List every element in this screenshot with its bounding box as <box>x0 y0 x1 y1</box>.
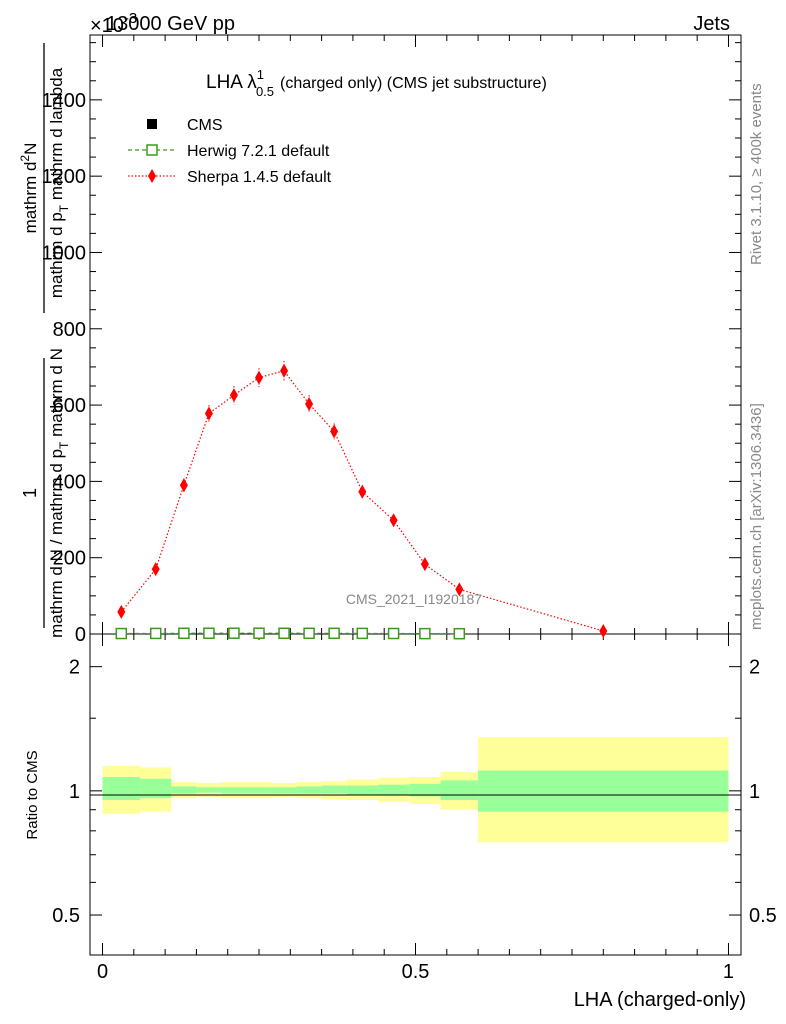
sherpa-point <box>305 396 314 411</box>
series-sherpa <box>117 360 608 638</box>
x-axis-label: LHA (charged-only) <box>574 989 746 1011</box>
ratio-inner-band <box>409 783 441 797</box>
ratio-inner-band <box>102 777 141 801</box>
y-tick-label: 400 <box>53 471 86 493</box>
analysis-watermark: CMS_2021_I1920187 <box>346 591 482 607</box>
ratio-inner-band <box>171 786 197 794</box>
x-tick-label: 0 <box>97 961 108 983</box>
sherpa-point <box>330 424 339 439</box>
ratio-bands <box>102 737 729 843</box>
sherpa-point <box>151 562 160 577</box>
ratio-tick-label-right: 1 <box>749 781 760 803</box>
x-ticks: 0 0.5 1 <box>97 35 734 983</box>
ratio-inner-band <box>321 785 347 794</box>
ratio-tick-label: 1 <box>69 781 80 803</box>
ratio-tick-label-right: 0.5 <box>749 905 777 927</box>
herwig-point <box>328 627 340 640</box>
herwig-point <box>278 627 290 639</box>
y-tick-label: 800 <box>53 319 86 341</box>
y-tick-label: 200 <box>53 548 86 570</box>
y-exponent: ×10-3 <box>90 10 137 37</box>
ratio-tick-label: 0.5 <box>52 905 80 927</box>
ratio-tick-label-right: 2 <box>749 657 760 679</box>
herwig-point <box>228 627 240 639</box>
y-axis-label: 1 mathrm d N / mathrm d pT mathrm d N ma… <box>18 43 71 638</box>
herwig-point <box>253 627 265 639</box>
ratio-inner-band <box>377 784 410 796</box>
ratio-tick-label: 2 <box>69 657 80 679</box>
ratio-y-ticks: 0.5 0.5 1 1 2 2 <box>52 657 777 927</box>
legend-cms-marker <box>147 119 157 129</box>
legend-herwig-marker <box>146 144 158 156</box>
sherpa-point <box>229 388 238 403</box>
x-tick-label: 1 <box>723 961 734 983</box>
mcplots-info: mcplots.cern.ch [arXiv:1306.3436] <box>748 403 765 630</box>
ratio-inner-band <box>221 787 247 794</box>
herwig-point <box>149 627 162 640</box>
herwig-point <box>303 627 315 640</box>
legend-herwig-label: Herwig 7.2.1 default <box>187 143 330 160</box>
ratio-inner-band <box>346 785 378 795</box>
sherpa-point <box>204 406 213 421</box>
energy-label: 13000 GeV pp <box>106 13 235 35</box>
herwig-point <box>178 627 190 640</box>
legend-sherpa-marker <box>148 169 156 183</box>
y-tick-label: 1400 <box>42 90 87 112</box>
herwig-point <box>203 627 215 639</box>
legend-cms-label: CMS <box>187 117 223 134</box>
main-y-ticks: 0 200 400 600 800 1000 1200 1400 <box>42 42 741 646</box>
y-tick-label: 1200 <box>42 166 87 188</box>
sherpa-point <box>389 513 398 528</box>
legend-sherpa-label: Sherpa 1.4.5 default <box>187 169 332 186</box>
plot-title: LHA λ1 0.5 (charged only) (CMS jet substru… <box>206 67 547 99</box>
sherpa-point <box>280 363 289 378</box>
sherpa-point <box>599 623 608 638</box>
series-herwig <box>115 627 466 640</box>
sherpa-line <box>120 370 604 632</box>
rivet-info: Rivet 3.1.10, ≥ 400k events <box>748 83 765 265</box>
sherpa-point <box>117 604 126 619</box>
series-layer <box>115 360 608 640</box>
y-tick-label: 600 <box>53 395 86 417</box>
ratio-inner-band <box>246 787 272 794</box>
y-tick-label: 1000 <box>42 242 87 264</box>
ratio-inner-band <box>296 786 322 794</box>
x-tick-label: 0.5 <box>402 961 430 983</box>
herwig-point <box>453 627 466 640</box>
process-label: Jets <box>693 13 730 35</box>
legend: CMS Herwig 7.2.1 default Sherpa 1.4.5 de… <box>128 117 332 186</box>
y-label-num-2: mathrm d2N <box>18 143 40 234</box>
y-tick-label: 0 <box>75 624 86 646</box>
ratio-inner-band <box>440 780 479 801</box>
ratio-inner-band <box>196 787 222 793</box>
herwig-point <box>356 627 369 640</box>
sherpa-point <box>420 557 429 572</box>
herwig-point <box>419 627 431 640</box>
y-label-den-2: mathrm d pT mathrm d lambda <box>47 67 71 298</box>
ratio-inner-band <box>478 770 729 812</box>
ratio-inner-band <box>140 778 172 799</box>
ratio-inner-band <box>271 787 297 794</box>
y-label-num-1: 1 <box>20 488 40 498</box>
herwig-point <box>115 627 128 640</box>
sherpa-point <box>455 582 464 597</box>
sherpa-point <box>179 478 188 493</box>
ratio-y-label: Ratio to CMS <box>24 750 41 839</box>
y-label-den-1: mathrm d N / mathrm d pT mathrm d N <box>47 348 71 638</box>
herwig-point <box>387 627 400 640</box>
sherpa-point <box>255 370 264 385</box>
sherpa-point <box>358 484 367 499</box>
